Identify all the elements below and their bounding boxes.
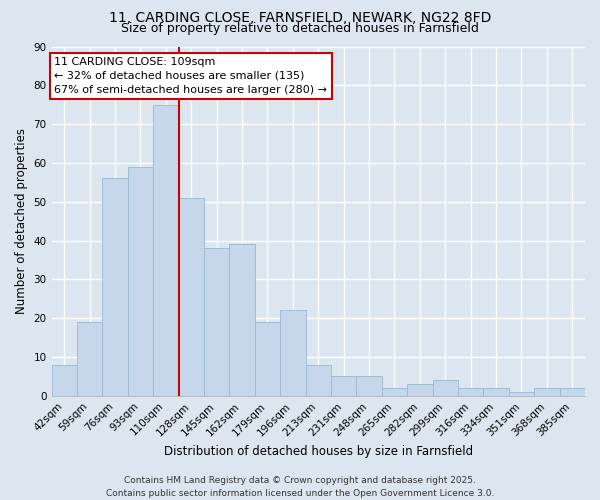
Bar <box>331 376 356 396</box>
Bar <box>356 376 382 396</box>
Bar <box>255 322 280 396</box>
Bar <box>458 388 484 396</box>
Bar <box>204 248 229 396</box>
Bar <box>128 167 153 396</box>
Bar <box>534 388 560 396</box>
X-axis label: Distribution of detached houses by size in Farnsfield: Distribution of detached houses by size … <box>164 444 473 458</box>
Text: Size of property relative to detached houses in Farnsfield: Size of property relative to detached ho… <box>121 22 479 35</box>
Bar <box>153 104 179 396</box>
Text: 11, CARDING CLOSE, FARNSFIELD, NEWARK, NG22 8FD: 11, CARDING CLOSE, FARNSFIELD, NEWARK, N… <box>109 11 491 25</box>
Y-axis label: Number of detached properties: Number of detached properties <box>15 128 28 314</box>
Bar <box>407 384 433 396</box>
Bar <box>103 178 128 396</box>
Bar <box>280 310 305 396</box>
Text: Contains HM Land Registry data © Crown copyright and database right 2025.
Contai: Contains HM Land Registry data © Crown c… <box>106 476 494 498</box>
Bar <box>305 365 331 396</box>
Bar <box>229 244 255 396</box>
Bar <box>77 322 103 396</box>
Bar <box>52 365 77 396</box>
Bar <box>560 388 585 396</box>
Bar <box>382 388 407 396</box>
Bar <box>179 198 204 396</box>
Bar <box>509 392 534 396</box>
Bar <box>484 388 509 396</box>
Bar <box>433 380 458 396</box>
Text: 11 CARDING CLOSE: 109sqm
← 32% of detached houses are smaller (135)
67% of semi-: 11 CARDING CLOSE: 109sqm ← 32% of detach… <box>54 57 327 95</box>
